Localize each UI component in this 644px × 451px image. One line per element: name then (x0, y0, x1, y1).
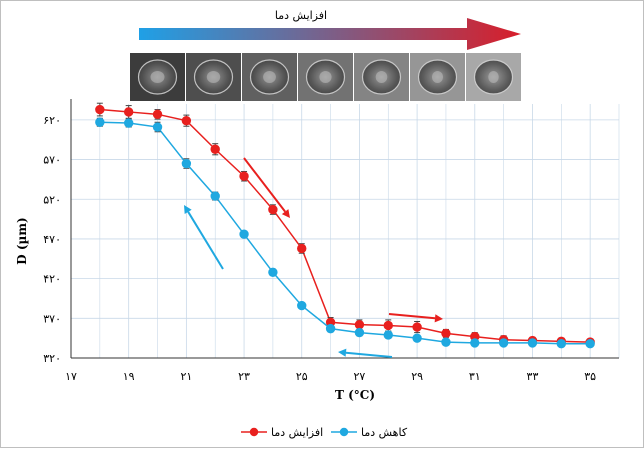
legend-label: افزایش دما (271, 426, 323, 439)
series (95, 102, 595, 349)
data-point (297, 300, 307, 311)
series-group (95, 102, 595, 347)
legend: افزایش دما کاهش دما (241, 426, 408, 439)
data-point (412, 322, 422, 332)
data-point (95, 104, 105, 115)
data-point (210, 144, 220, 154)
data-point (470, 338, 480, 348)
tick-labels: ۱۷ ۱۹ ۲۱ ۲۳ ۲۵ ۲۷ ۲۹ ۳۱ ۳۳ ۳۵ ۳۲۰ ۳۷۰ ۴۲۰ ۴۷۰ ۵۲۰ ۵۷۰ ۶۲… (43, 114, 596, 383)
y-tick-label: ۴۲۰ (43, 273, 61, 286)
data-point (123, 118, 134, 128)
legend-marker (249, 427, 259, 437)
data-point (95, 117, 105, 127)
x-tick-label: ۲۹ (411, 370, 423, 383)
data-point (354, 327, 365, 338)
x-tick-label: ۲۳ (238, 370, 250, 383)
data-point (239, 229, 249, 239)
data-point (585, 339, 595, 349)
data-point (441, 328, 451, 339)
cooling-arrow (338, 348, 393, 358)
microscope-photo (410, 53, 465, 101)
data-point (383, 330, 393, 340)
heating-arrow (388, 313, 443, 323)
banner-label: افزایش دما (275, 9, 327, 22)
x-tick-label: ۱۷ (65, 370, 77, 383)
x-tick-label: ۲۵ (296, 370, 308, 383)
y-tick-label: ۶۲۰ (43, 114, 61, 127)
data-point (412, 333, 422, 343)
data-point (268, 267, 278, 277)
x-axis-label: T (°C) (335, 388, 375, 402)
data-point (498, 338, 509, 348)
data-point (123, 107, 134, 117)
data-point (181, 158, 192, 169)
series-line (99, 121, 591, 345)
data-point (441, 337, 451, 347)
grid (70, 104, 620, 359)
y-axis-label: D (µm) (15, 217, 29, 264)
x-tick-label: ۳۵ (584, 370, 596, 383)
series-group (95, 117, 595, 349)
data-point (383, 320, 393, 331)
legend-label: کاهش دما (361, 426, 408, 439)
legend-item: کاهش دما (331, 426, 408, 439)
microscope-photo (298, 53, 353, 101)
x-tick-label: ۲۷ (354, 370, 366, 383)
legend-item: افزایش دما (241, 426, 323, 439)
y-tick-label: ۵۲۰ (43, 193, 61, 206)
y-tick-label: ۳۷۰ (43, 312, 61, 325)
cooling-arrow (184, 205, 224, 270)
microscope-photo (130, 53, 185, 101)
microscope-photo (354, 53, 409, 101)
data-point (152, 122, 163, 132)
legend-marker (339, 427, 349, 437)
series-line (99, 108, 591, 343)
x-tick-label: ۱۹ (123, 370, 135, 383)
microscope-photo (186, 53, 241, 101)
x-tick-label: ۳۳ (527, 370, 539, 383)
y-tick-label: ۳۲۰ (43, 352, 61, 365)
x-tick-label: ۳۱ (469, 370, 481, 383)
y-tick-label: ۵۷۰ (43, 154, 61, 167)
heating-arrow (243, 157, 290, 218)
data-point (210, 191, 220, 201)
data-point (297, 243, 307, 254)
data-point (527, 338, 538, 348)
x-tick-label: ۲۱ (180, 370, 192, 383)
microscope-photo (242, 53, 297, 101)
data-point (325, 323, 336, 334)
data-point (268, 204, 278, 215)
photo-strip (130, 53, 521, 101)
axes (70, 99, 619, 359)
y-tick-label: ۴۷۰ (43, 233, 61, 246)
temperature-banner: افزایش دما (139, 9, 521, 50)
banner-arrow-shape (139, 18, 521, 50)
data-point (181, 115, 192, 126)
data-point (354, 319, 365, 330)
data-point (239, 171, 249, 181)
microscope-photo (466, 53, 521, 101)
data-point (556, 339, 567, 349)
data-point (152, 109, 163, 120)
annotations (184, 157, 443, 358)
